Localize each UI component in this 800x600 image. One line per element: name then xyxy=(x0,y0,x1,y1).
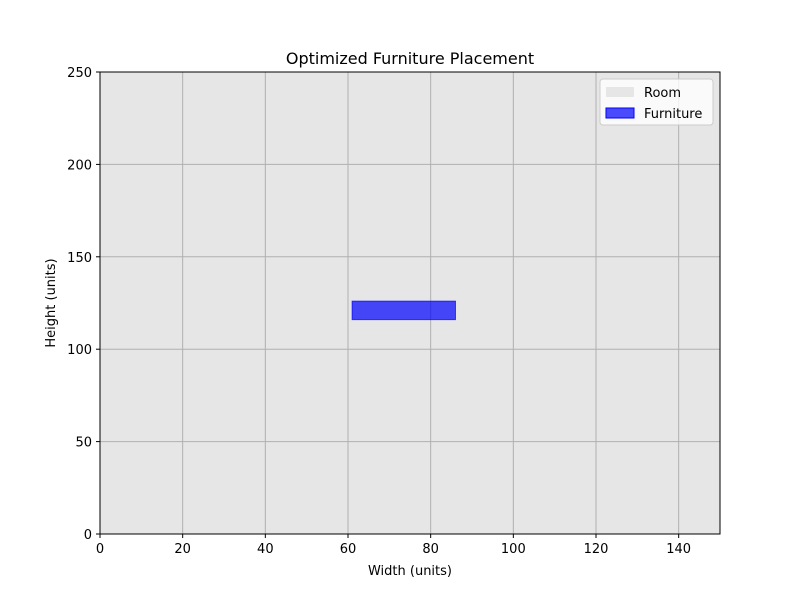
x-tick-label: 100 xyxy=(501,542,526,557)
y-tick-label: 50 xyxy=(75,436,92,451)
axes-frame xyxy=(99,71,721,535)
legend-swatch xyxy=(605,107,635,119)
x-tick-label: 20 xyxy=(174,542,191,557)
plot-area: 0 20 40 60 80 100 120 140 0 50 100 150 200 250 xyxy=(67,66,721,557)
x-tick-label: 60 xyxy=(340,542,357,557)
legend-label: Room xyxy=(644,86,681,101)
y-tick-label: 250 xyxy=(67,66,92,81)
furniture-rect xyxy=(351,300,456,321)
chart-title: Optimized Furniture Placement xyxy=(286,49,534,68)
x-tick-label: 140 xyxy=(666,542,691,557)
legend-label: Furniture xyxy=(644,107,702,122)
legend-swatch xyxy=(606,87,634,97)
x-tick-label: 0 xyxy=(96,542,104,557)
x-tick-label: 40 xyxy=(257,542,274,557)
y-tick-label: 100 xyxy=(67,343,92,358)
y-tick-label: 200 xyxy=(67,158,92,173)
x-tick-label: 120 xyxy=(584,542,609,557)
y-axis-label: Height (units) xyxy=(44,258,59,347)
x-axis-label: Width (units) xyxy=(368,564,452,579)
legend: Room Furniture xyxy=(599,78,714,126)
x-tick-label: 80 xyxy=(422,542,439,557)
y-tick-label: 0 xyxy=(84,528,92,543)
y-tick-label: 150 xyxy=(67,251,92,266)
